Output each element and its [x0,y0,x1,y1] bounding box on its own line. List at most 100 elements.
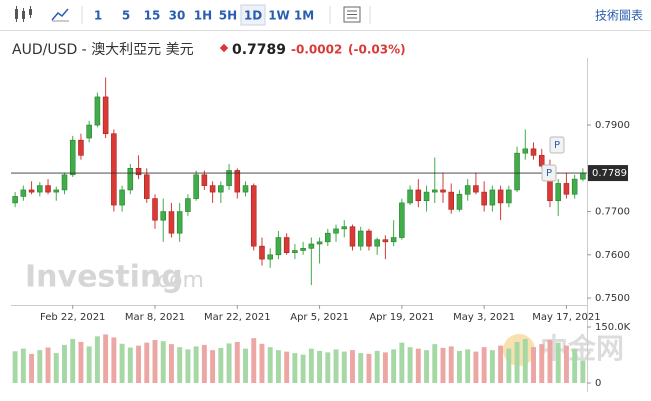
volume-bar [514,341,520,383]
volume-bar [234,341,240,383]
volume-bar [70,338,76,383]
candle-body [497,189,504,204]
candle-body [357,230,364,247]
volume-bar [267,347,273,383]
volume-bar [382,352,388,383]
interval-button[interactable]: 30 [169,9,186,23]
candle-body [209,185,216,193]
candle-body [538,155,545,167]
candle-body [555,183,561,202]
table-icon[interactable] [343,6,361,23]
candle-body [349,226,356,247]
volume-bar [259,343,265,383]
candle-body [473,185,479,193]
interval-button[interactable]: 1D [244,9,262,23]
candle-body [563,183,570,195]
interval-button[interactable]: 5H [219,9,237,23]
volume-bar [12,351,18,383]
x-tick-label: Mar 8, 2021 [125,312,185,323]
candle-body [374,239,380,247]
chart-title: AUD/USD - 澳大利亞元 美元 [12,42,194,58]
volume-bar [193,346,199,383]
volume-bar [341,351,347,383]
volume-bar [531,347,536,383]
volume-bar [448,346,454,383]
y-tick-label: 0.7500 [595,293,630,304]
volume-bar [539,344,545,383]
candle-body [218,185,224,193]
candle-body [267,254,273,260]
event-marker[interactable]: P [549,136,565,154]
candle-body [127,168,134,191]
candle-body [300,248,306,251]
x-tick-label: Feb 22, 2021 [40,312,105,323]
event-marker-label: P [546,168,552,179]
candle-body [530,148,537,156]
y-tick-label: 0.7600 [595,250,630,261]
interval-button[interactable]: 1H [194,9,212,23]
candle-body [102,96,109,135]
chart-menu[interactable]: 技術圖表 [595,9,643,23]
volume-bar [292,353,298,383]
x-tick-label: Apr 5, 2021 [290,312,349,323]
candle-body [316,241,323,245]
volume-bar [62,344,67,383]
volume-bar [300,354,306,383]
candle-body [382,239,389,243]
volume-bar [415,348,421,383]
volume-bar [555,342,561,383]
interval-button[interactable]: 1 [94,9,102,23]
event-marker-box [541,164,557,182]
volume-bar [465,349,471,383]
volume-bar [308,348,314,383]
candle-body [390,237,397,243]
candle-body [366,230,372,247]
volume-bar [572,348,578,383]
candle-body [571,178,578,195]
volume-bar [407,347,413,383]
candle-body [86,124,92,139]
candle-icon[interactable] [15,6,32,22]
price-change-pct: (-0.03%) [348,43,406,57]
candle-body [20,189,27,197]
interval-button[interactable]: 1M [294,9,314,23]
candle-body [119,189,125,206]
event-marker-label: P [554,140,560,151]
volume-bar [185,349,191,383]
line-icon[interactable] [51,8,69,22]
candle-body [94,96,101,126]
candle-body [185,198,191,212]
volume-bar [481,347,487,383]
y-tick-label: 0.7900 [595,120,630,131]
candle-body [464,185,471,195]
volume-bar [243,348,248,383]
x-tick-label: Mar 22, 2021 [204,312,271,323]
volume-bar [432,344,438,383]
watermark-logo: Investing [25,260,183,295]
candle-body [456,193,463,210]
candle-body [440,189,446,193]
interval-button[interactable]: 1W [268,9,290,23]
last-price-tag [588,165,628,182]
price-change: -0.0002 [291,43,342,57]
candle-body [448,191,454,210]
candle-body [259,245,265,260]
candle-body [12,196,18,204]
candle-body [168,211,175,234]
volume-bar [177,347,183,383]
candle-body [283,237,290,253]
candle-body [514,152,520,191]
candle-body [201,174,208,186]
candle-body [193,174,199,199]
volume-bar [547,340,553,383]
interval-button[interactable]: 5 [122,9,130,23]
event-marker[interactable]: P [541,164,557,182]
interval-button[interactable]: 15 [144,9,161,23]
candle-body [308,243,315,249]
volume-bar [498,345,504,383]
volume-bar [374,350,380,383]
candle-body [53,189,60,193]
candle-body [226,170,232,186]
last-price-label: 0.7789 [592,168,627,179]
volume-tick-label: 150.0K [595,322,631,333]
